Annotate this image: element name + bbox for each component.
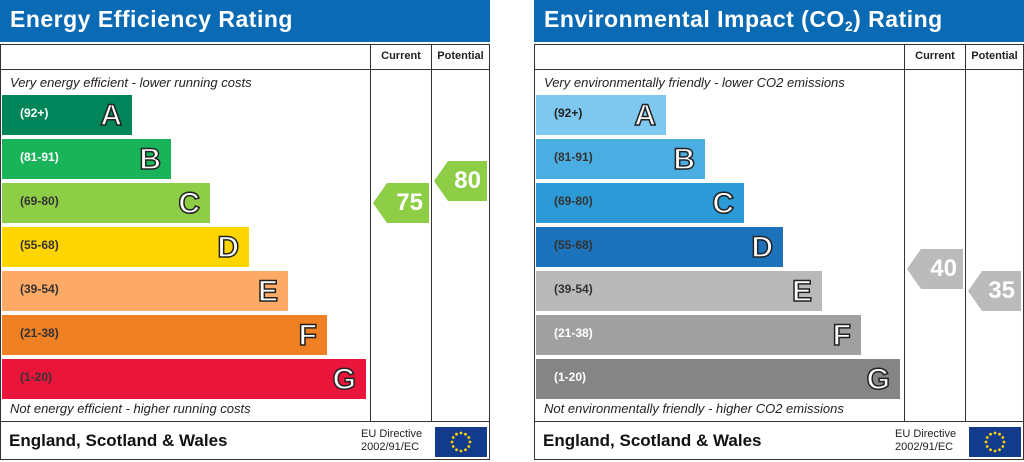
band-range-label: (39-54)	[20, 282, 59, 296]
rating-band-d: (55-68) D	[536, 227, 783, 267]
rating-band-a: (92+) A	[2, 95, 132, 135]
current-rating-arrow: 40	[907, 249, 963, 289]
current-column-divider	[904, 45, 905, 421]
band-range-label: (39-54)	[554, 282, 593, 296]
chart-title-main: Environmental Impact (CO	[544, 6, 845, 32]
top-caption: Very energy efficient - lower running co…	[10, 75, 252, 90]
eu-directive-label: EU Directive 2002/91/EC	[895, 428, 965, 454]
rating-band-c: (69-80) C	[2, 183, 210, 223]
chart-title-end: ) Rating	[853, 6, 943, 32]
chart-title-bar: Energy Efficiency Rating	[0, 0, 490, 42]
rating-band-f: (21-38) F	[536, 315, 861, 355]
potential-rating-arrow-value: 35	[988, 277, 1015, 304]
eu-directive-label: EU Directive 2002/91/EC	[361, 428, 431, 454]
potential-rating-arrow: 35	[968, 271, 1021, 311]
header-divider	[535, 69, 1023, 70]
band-letter: C	[178, 186, 201, 221]
band-range-label: (81-91)	[554, 150, 593, 164]
chart-title: Energy Efficiency Rating	[10, 6, 293, 33]
rating-band-e: (39-54) E	[2, 271, 288, 311]
rating-band-g: (1-20) G	[536, 359, 900, 399]
band-range-label: (92+)	[20, 106, 49, 120]
potential-column-header: Potential	[971, 50, 1018, 62]
footer-divider	[535, 421, 1023, 422]
rating-band-a: (92+) A	[536, 95, 666, 135]
potential-rating-arrow: 80	[434, 161, 487, 201]
band-range-label: (55-68)	[20, 238, 59, 252]
rating-band-g: (1-20) G	[2, 359, 366, 399]
potential-column-divider	[431, 45, 432, 421]
band-range-label: (69-80)	[554, 194, 593, 208]
band-range-label: (21-38)	[20, 326, 59, 340]
band-letter: C	[712, 186, 735, 221]
chart-title: Environmental Impact (CO2) Rating	[544, 6, 943, 34]
energy-efficiency-panel: Energy Efficiency Rating Current Potential…	[0, 0, 490, 460]
footer-divider	[1, 421, 489, 422]
rating-band-b: (81-91) B	[536, 139, 705, 179]
potential-rating-arrow-shape	[434, 161, 487, 201]
environmental-impact-panel: Environmental Impact (CO2) Rating Current…	[534, 0, 1024, 460]
band-range-label: (69-80)	[20, 194, 59, 208]
eu-directive-line-1: EU Directive	[895, 428, 957, 440]
band-letter: D	[751, 230, 774, 265]
current-column-header: Current	[915, 50, 955, 62]
rating-frame: Current Potential Very energy efficient - …	[0, 44, 490, 460]
band-range-label: (55-68)	[554, 238, 593, 252]
current-rating-arrow-value: 75	[396, 189, 423, 216]
potential-column-divider	[965, 45, 966, 421]
band-range-label: (21-38)	[554, 326, 593, 340]
band-letter: F	[298, 318, 318, 353]
eu-flag-icon	[435, 427, 487, 457]
band-letter: A	[634, 98, 657, 133]
band-letter: G	[332, 362, 357, 397]
top-caption: Very environmentally friendly - lower CO…	[544, 75, 845, 90]
potential-rating-arrow-shape	[968, 271, 1021, 311]
band-range-label: (92+)	[554, 106, 583, 120]
bottom-caption: Not environmentally friendly - higher CO…	[544, 401, 844, 416]
band-letter: E	[257, 274, 279, 309]
band-range-label: (1-20)	[20, 370, 53, 384]
eu-directive-line-2: 2002/91/EC	[895, 441, 954, 453]
header-divider	[1, 69, 489, 70]
bottom-caption: Not energy efficient - higher running co…	[10, 401, 251, 416]
chart-title-main: Energy Efficiency Rating	[10, 6, 293, 32]
current-rating-arrow: 75	[373, 183, 429, 223]
rating-band-b: (81-91) B	[2, 139, 171, 179]
rating-band-c: (69-80) C	[536, 183, 744, 223]
eu-stars-icon	[984, 431, 1006, 453]
band-letter: D	[217, 230, 240, 265]
rating-band-f: (21-38) F	[2, 315, 327, 355]
band-letter: F	[832, 318, 852, 353]
rating-band-d: (55-68) D	[2, 227, 249, 267]
chart-title-subscript: 2	[844, 18, 854, 34]
band-letter: A	[100, 98, 123, 133]
region-label: England, Scotland & Wales	[9, 431, 228, 450]
band-range-label: (1-20)	[554, 370, 587, 384]
potential-column-header: Potential	[437, 50, 484, 62]
current-column-header: Current	[381, 50, 421, 62]
band-letter: G	[866, 362, 891, 397]
rating-band-e: (39-54) E	[536, 271, 822, 311]
eu-directive-line-1: EU Directive	[361, 428, 423, 440]
band-letter: B	[139, 142, 162, 177]
rating-frame: Current Potential Very environmentally fri…	[534, 44, 1024, 460]
band-letter: B	[673, 142, 696, 177]
potential-rating-arrow-value: 80	[454, 167, 481, 194]
current-rating-arrow-value: 40	[930, 255, 957, 282]
band-range-label: (81-91)	[20, 150, 59, 164]
current-rating-arrow-shape	[907, 249, 963, 289]
eu-flag-icon	[969, 427, 1021, 457]
band-letter: E	[791, 274, 813, 309]
eu-stars-icon	[450, 431, 472, 453]
eu-directive-line-2: 2002/91/EC	[361, 441, 420, 453]
current-column-divider	[370, 45, 371, 421]
chart-title-bar: Environmental Impact (CO2) Rating	[534, 0, 1024, 42]
current-rating-arrow-shape	[373, 183, 429, 223]
region-label: England, Scotland & Wales	[543, 431, 762, 450]
